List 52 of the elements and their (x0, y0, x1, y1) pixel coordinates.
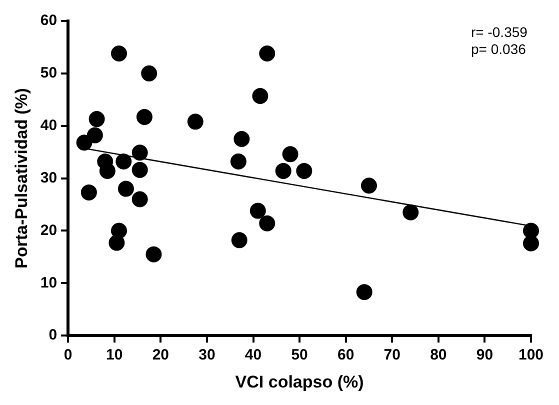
annotation: r= -0.359 (471, 24, 528, 40)
x-tick-label: 40 (244, 346, 262, 364)
point (132, 191, 148, 208)
point (116, 154, 132, 170)
point (523, 235, 539, 252)
x-tick-label: 60 (337, 346, 354, 364)
point (275, 162, 292, 179)
point (187, 114, 204, 130)
x-tick-label: 90 (476, 346, 494, 364)
x-tick-label: 30 (198, 346, 216, 364)
point (230, 154, 246, 170)
x-tick-label: 10 (106, 346, 123, 364)
point (86, 127, 103, 144)
point (231, 232, 248, 248)
point (252, 88, 268, 104)
point (250, 202, 266, 219)
point (146, 246, 162, 262)
point (132, 144, 148, 161)
annotation: p= 0.036 (471, 40, 526, 57)
point (88, 111, 105, 128)
y-tick-label: 40 (40, 117, 58, 134)
point (234, 130, 250, 147)
y-tick-label: 10 (40, 274, 58, 292)
y-axis-title: Porta-Pulsatividad (%) (12, 88, 31, 269)
point (259, 46, 276, 62)
x-tick-label: 20 (152, 346, 170, 364)
x-tick-label: 80 (430, 346, 447, 364)
y-tick-label: 0 (48, 326, 58, 344)
point (136, 108, 152, 125)
point (111, 46, 128, 62)
y-tick-label: 20 (40, 222, 58, 239)
point (99, 162, 116, 179)
point (76, 134, 92, 151)
point (402, 204, 419, 220)
point (296, 162, 312, 179)
x-tick-label: 0 (64, 346, 72, 364)
x-tick-label: 70 (384, 346, 400, 364)
x-axis-title: VCI colapso (%) (235, 372, 364, 392)
point (111, 222, 128, 239)
x-tick-label: 50 (291, 346, 308, 364)
y-tick-label: 30 (40, 169, 58, 186)
point (80, 184, 97, 200)
y-tick-label: 50 (40, 64, 58, 82)
point (356, 284, 372, 300)
point (132, 162, 148, 178)
point (360, 178, 377, 194)
x-tick-label: 100 (518, 346, 544, 364)
point (141, 65, 158, 82)
point (282, 146, 298, 162)
point (118, 180, 134, 197)
point (259, 215, 276, 232)
y-tick-label: 60 (40, 12, 58, 30)
